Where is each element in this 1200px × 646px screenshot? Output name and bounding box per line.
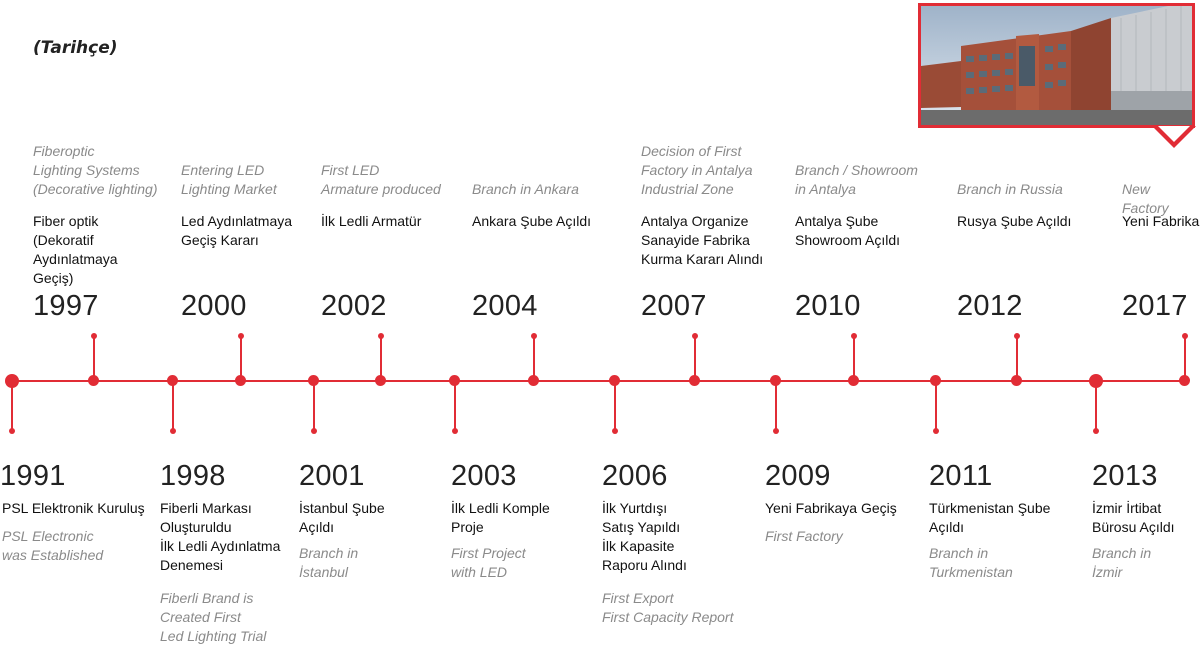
event-2007-tr: Antalya Organize Sanayide Fabrika Kurma … (641, 213, 764, 267)
event-1998-en: Fiberli Brand is Created First Led Light… (160, 590, 267, 644)
event-2017-en: New Factory (1122, 181, 1169, 216)
dot-2004 (528, 375, 539, 386)
event-2011-tr: Türkmenistan Şube Açıldı (929, 500, 1051, 535)
event-2013-year: 2013 (1092, 460, 1158, 492)
event-2006-en: First Export First Capacity Report (602, 590, 734, 625)
event-2009-year: 2009 (765, 460, 831, 492)
event-2010-en: Branch / Showroom in Antalya (795, 162, 918, 197)
stem-2011 (935, 381, 937, 431)
event-2013-en: Branch in İzmir (1092, 545, 1152, 580)
dot-1997 (88, 375, 99, 386)
event-1998-tr: Fiberli Markası Oluşturuldu İlk Ledli Ay… (160, 500, 281, 573)
tip-2012 (1014, 333, 1020, 339)
tip-1997 (91, 333, 97, 339)
event-2017-tr: Yeni Fabrika (1122, 213, 1200, 229)
dot-2000 (235, 375, 246, 386)
tip-1998 (170, 428, 176, 434)
timeline-axis (12, 380, 1185, 382)
event-2001-year: 2001 (299, 460, 365, 492)
factory-building-photo-icon (921, 6, 1192, 125)
event-2000-en: Entering LED Lighting Market (181, 162, 277, 197)
dot-2017 (1179, 375, 1190, 386)
event-1991-year: 1991 (0, 460, 66, 492)
event-2006-year: 2006 (602, 460, 668, 492)
event-2013-tr: İzmir İrtibat Bürosu Açıldı (1092, 500, 1175, 535)
tip-2000 (238, 333, 244, 339)
event-1997-year: 1997 (33, 290, 99, 322)
event-2007-year: 2007 (641, 290, 707, 322)
event-2012-tr: Rusya Şube Açıldı (957, 213, 1072, 229)
stem-2013 (1095, 381, 1097, 431)
event-1998-year: 1998 (160, 460, 226, 492)
event-2000-tr: Led Aydınlatmaya Geçiş Kararı (181, 213, 293, 248)
stem-2006 (614, 381, 616, 431)
event-2012-year: 2012 (957, 290, 1023, 322)
stem-2001 (313, 381, 315, 431)
factory-photo (918, 3, 1195, 128)
dot-2003 (449, 375, 460, 386)
event-2002-en: First LED Armature produced (321, 162, 441, 197)
event-1997-tr: Fiber optik (Dekoratif Aydınlatmaya Geçi… (33, 213, 118, 286)
event-2017-year: 2017 (1122, 290, 1188, 322)
stem-2003 (454, 381, 456, 431)
dot-2011 (930, 375, 941, 386)
event-2004-year: 2004 (472, 290, 538, 322)
tip-2006 (612, 428, 618, 434)
event-1997-en: Fiberoptic Lighting Systems (Decorative … (33, 143, 158, 197)
event-2003-en: First Project with LED (451, 545, 526, 580)
dot-2007 (689, 375, 700, 386)
tip-1991 (9, 428, 15, 434)
stem-2002 (380, 336, 382, 382)
tip-2010 (851, 333, 857, 339)
dot-2002 (375, 375, 386, 386)
event-2003-year: 2003 (451, 460, 517, 492)
tip-2011 (933, 428, 939, 434)
stem-2017 (1184, 336, 1186, 382)
event-2010-year: 2010 (795, 290, 861, 322)
tip-2002 (378, 333, 384, 339)
dot-2009 (770, 375, 781, 386)
stem-2004 (533, 336, 535, 382)
stem-2000 (240, 336, 242, 382)
event-2009-tr: Yeni Fabrikaya Geçiş (765, 500, 897, 516)
tip-2013 (1093, 428, 1099, 434)
tip-2003 (452, 428, 458, 434)
dot-2010 (848, 375, 859, 386)
event-2011-en: Branch in Turkmenistan (929, 545, 1013, 580)
event-2003-tr: İlk Ledli Komple Proje (451, 500, 550, 535)
event-2002-year: 2002 (321, 290, 387, 322)
stem-1997 (93, 336, 95, 382)
stem-1998 (172, 381, 174, 431)
dot-1998 (167, 375, 178, 386)
stem-1991 (11, 381, 13, 431)
photo-pointer-inner (1158, 126, 1190, 142)
event-2000-year: 2000 (181, 290, 247, 322)
event-2007-en: Decision of First Factory in Antalya Ind… (641, 143, 753, 197)
dot-2012 (1011, 375, 1022, 386)
event-1991-en: PSL Electronic was Established (2, 528, 104, 563)
event-1991-tr: PSL Elektronik Kuruluş (2, 500, 145, 516)
stem-2012 (1016, 336, 1018, 382)
event-2011-year: 2011 (929, 460, 993, 492)
tip-2007 (692, 333, 698, 339)
event-2001-en: Branch in İstanbul (299, 545, 359, 580)
event-2010-tr: Antalya Şube Showroom Açıldı (795, 213, 901, 248)
event-2001-tr: İstanbul Şube Açıldı (299, 500, 385, 535)
event-2002-tr: İlk Ledli Armatür (321, 213, 422, 229)
event-2004-tr: Ankara Şube Açıldı (472, 213, 592, 229)
event-2009-en: First Factory (765, 528, 843, 544)
stem-2009 (775, 381, 777, 431)
tip-2009 (773, 428, 779, 434)
dot-2001 (308, 375, 319, 386)
event-2006-tr: İlk Yurtdışı Satış Yapıldı İlk Kapasite … (602, 500, 687, 573)
stem-2010 (853, 336, 855, 382)
page-title: (Tarihçe) (33, 38, 118, 58)
tip-2004 (531, 333, 537, 339)
event-2004-en: Branch in Ankara (472, 181, 579, 197)
stem-2007 (694, 336, 696, 382)
tip-2001 (311, 428, 317, 434)
dot-2006 (609, 375, 620, 386)
tip-2017 (1182, 333, 1188, 339)
event-2012-en: Branch in Russia (957, 181, 1063, 197)
